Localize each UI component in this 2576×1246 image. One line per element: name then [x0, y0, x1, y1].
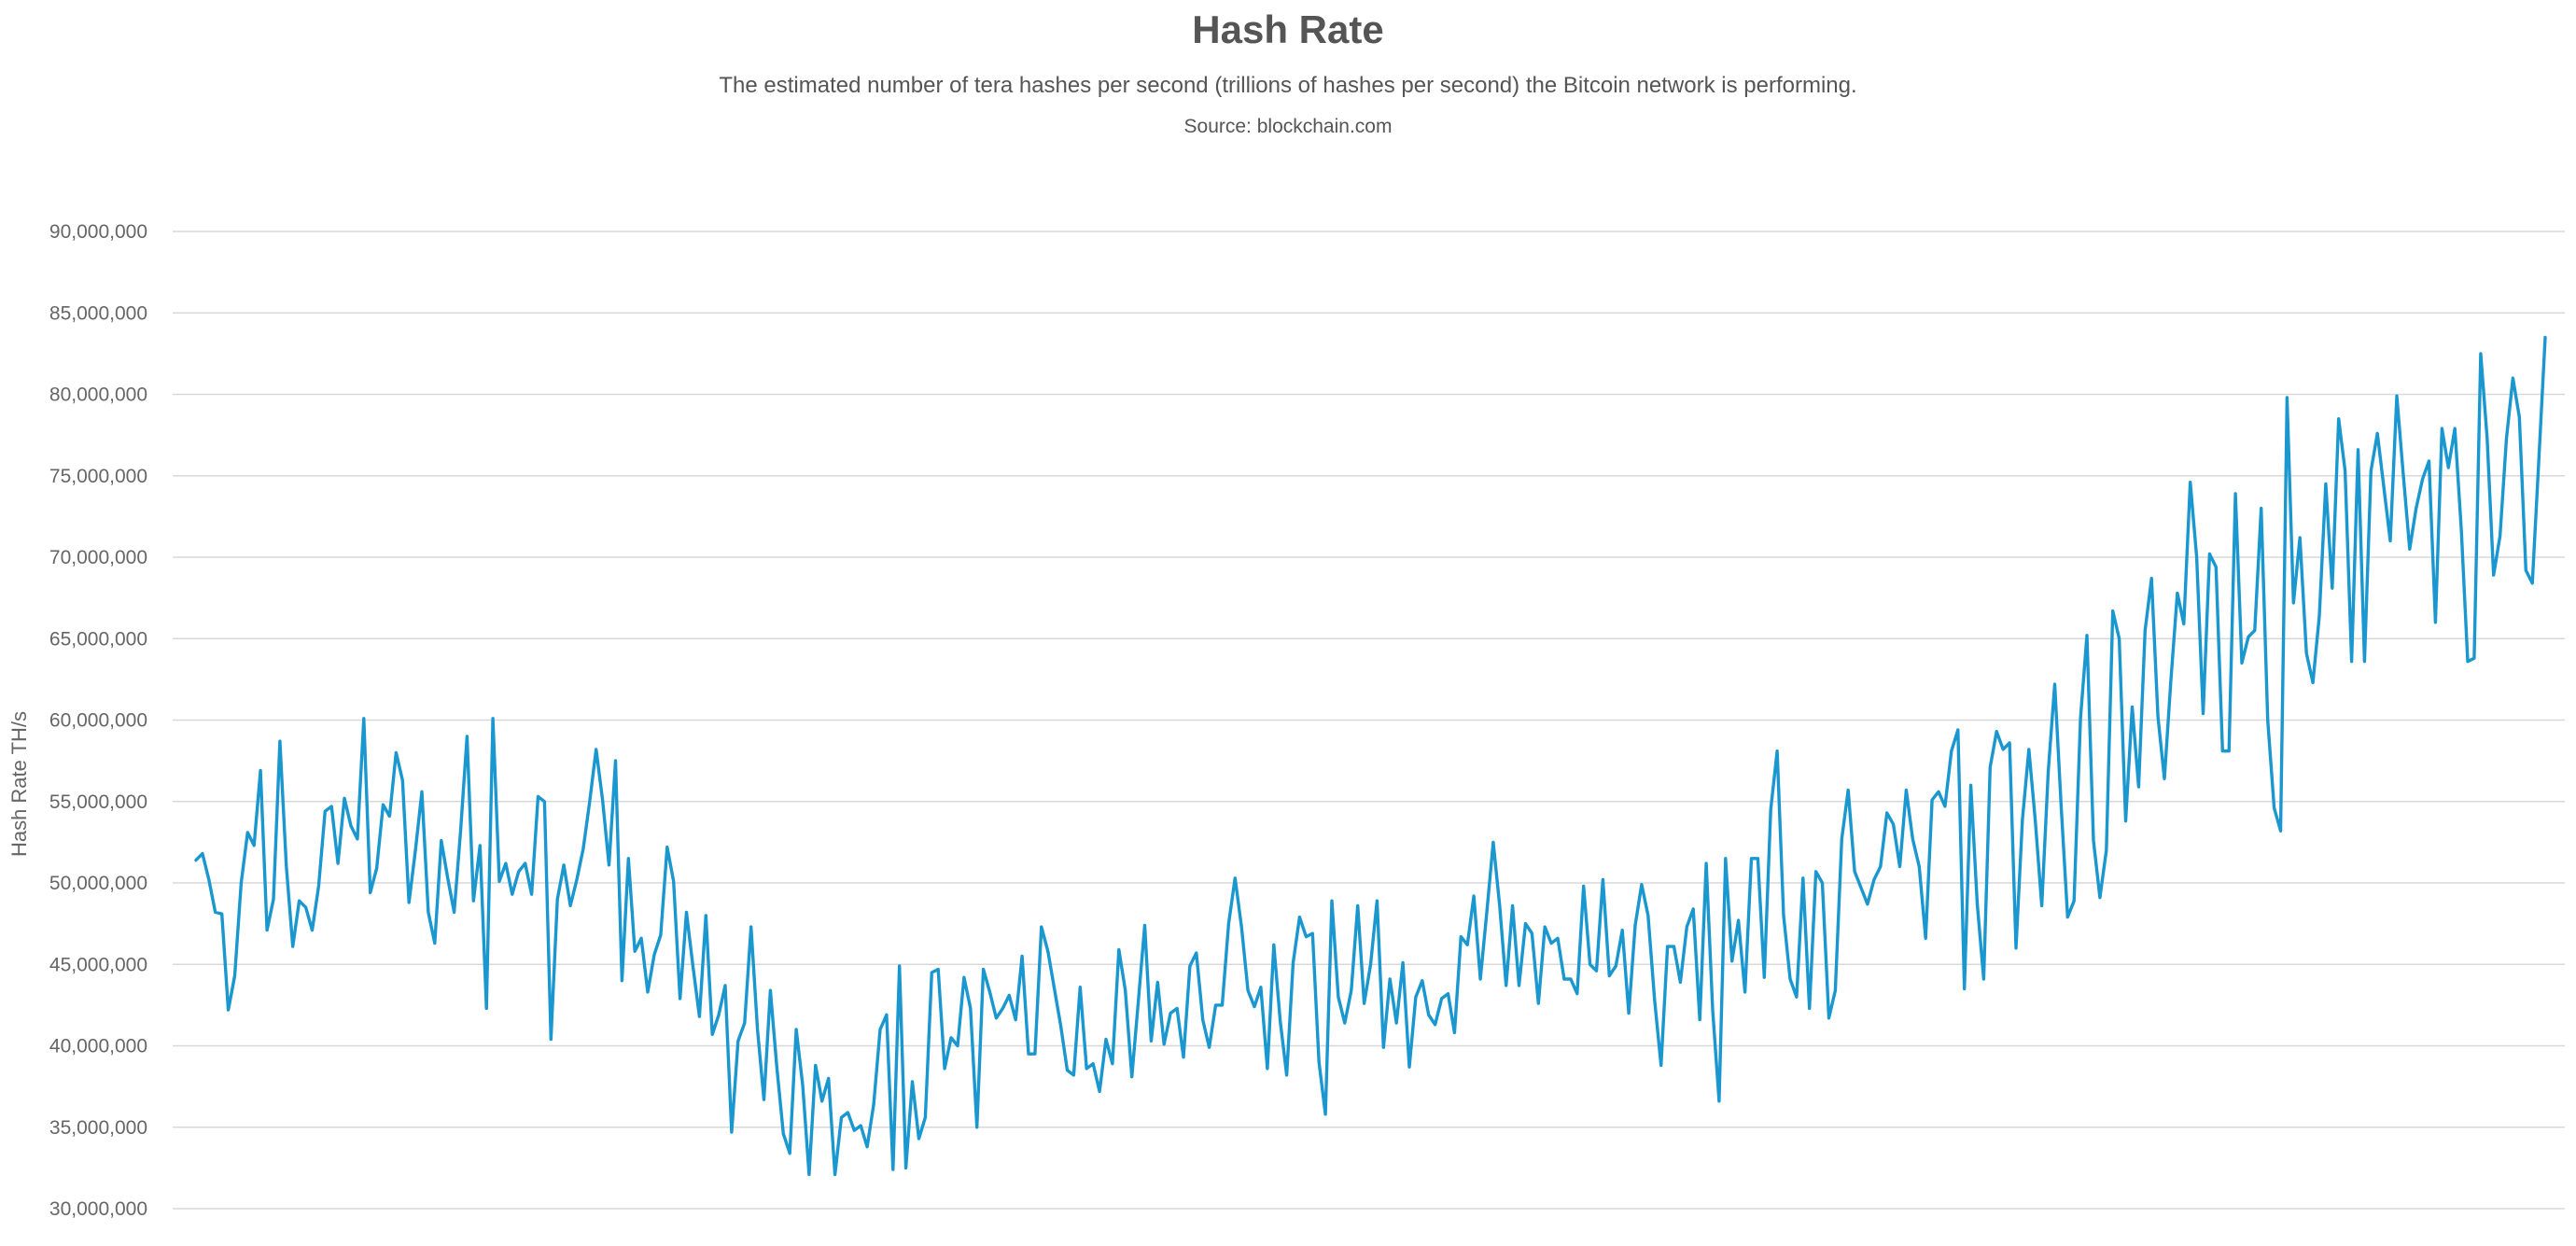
y-tick-labels: 30,000,000 35,000,000 40,000,000 45,000,000…: [49, 221, 147, 1220]
y-tick-label: 90,000,000: [49, 221, 147, 243]
y-tick-label: 40,000,000: [49, 1036, 147, 1057]
y-gridlines: [173, 231, 2565, 1210]
y-tick-label: 50,000,000: [49, 873, 147, 894]
y-tick-label: 55,000,000: [49, 791, 147, 813]
chart-source: Source: blockchain.com: [1183, 116, 1393, 137]
y-tick-label: 70,000,000: [49, 547, 147, 568]
y-tick-label: 85,000,000: [49, 302, 147, 324]
y-tick-label: 65,000,000: [49, 628, 147, 650]
chart-subtitle: The estimated number of tera hashes per …: [719, 73, 1857, 98]
hash-rate-series-line: [194, 335, 2547, 1177]
y-axis-title: Hash Rate TH/s: [7, 711, 31, 857]
y-tick-label: 45,000,000: [49, 954, 147, 975]
y-tick-label: 30,000,000: [49, 1198, 147, 1220]
y-tick-label: 35,000,000: [49, 1117, 147, 1139]
chart-title: Hash Rate: [1192, 7, 1384, 51]
y-tick-label: 60,000,000: [49, 710, 147, 732]
y-tick-label: 80,000,000: [49, 385, 147, 406]
y-tick-label: 75,000,000: [49, 466, 147, 487]
